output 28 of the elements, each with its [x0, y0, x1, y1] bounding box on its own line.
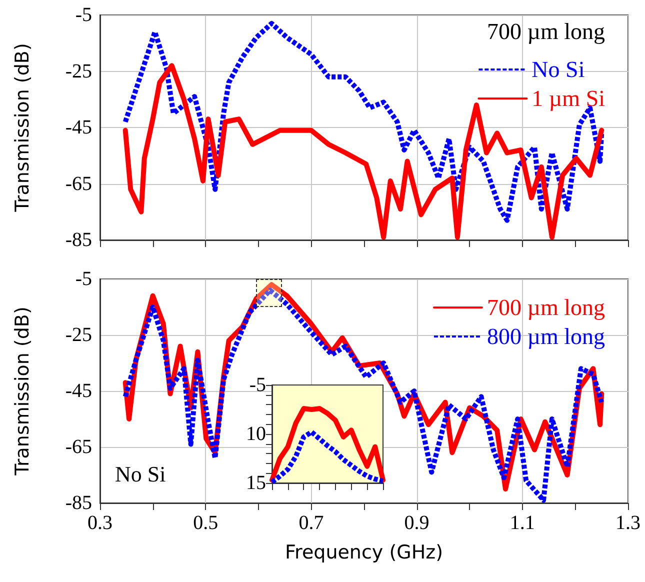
x-tick-label: 1.3: [616, 512, 640, 534]
y-tick-label: -25: [65, 60, 92, 82]
y-tick-label: 10: [246, 423, 266, 445]
legend-label: No Si: [532, 57, 585, 82]
y-axis-title: Transmission (dB): [12, 43, 34, 213]
legend-label: 700 µm long: [486, 295, 606, 320]
x-tick-label: 0.5: [193, 512, 218, 534]
y-tick-label: -85: [65, 492, 92, 514]
y-tick-label: -5: [75, 4, 92, 26]
y-tick-label: -5: [249, 374, 266, 396]
x-tick-label: 1.1: [510, 512, 535, 534]
y-tick-label: -5: [75, 268, 92, 290]
x-tick-label: 0.3: [88, 512, 112, 534]
y-tick-label: -65: [65, 436, 92, 458]
legend-label: 1 µm Si: [532, 86, 606, 111]
legend-label: 800 µm long: [486, 324, 606, 349]
y-tick-label: -25: [65, 324, 92, 346]
y-axis-title: Transmission (dB): [12, 306, 34, 476]
y-tick-label: 15: [246, 472, 266, 494]
x-tick-label: 0.7: [298, 512, 324, 534]
x-axis-title: Frequency (GHz): [284, 542, 444, 564]
y-tick-label: -65: [65, 172, 92, 195]
x-tick-label: 0.9: [404, 512, 430, 534]
y-tick-label: -85: [65, 229, 92, 251]
y-tick-label: -45: [65, 380, 92, 402]
legend-title: 700 µm long: [486, 19, 606, 44]
y-tick-label: -45: [65, 116, 92, 138]
annotation: No Si: [115, 462, 166, 486]
